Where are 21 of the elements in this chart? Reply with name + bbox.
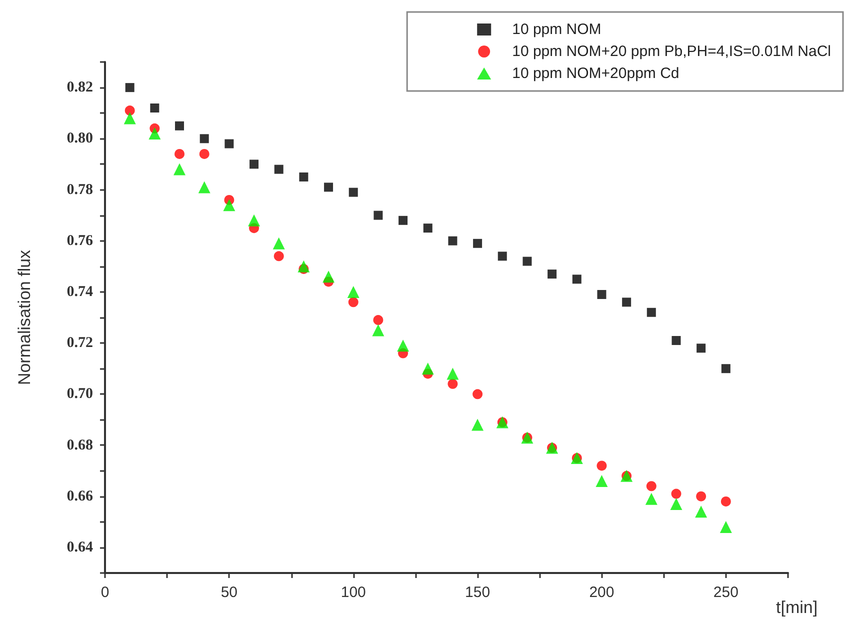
x-tick-label: 100 <box>340 584 366 601</box>
x-tick-label: 150 <box>465 584 490 601</box>
x-tick-label: 200 <box>589 584 614 601</box>
y-tick-label: 0.72 <box>66 335 93 352</box>
x-tick-label: 250 <box>713 584 738 601</box>
y-tick-label: 0.64 <box>66 539 94 556</box>
y-tick-label: 0.70 <box>66 386 93 402</box>
y-tick-label: 0.80 <box>66 130 93 147</box>
y-tick-label: 0.68 <box>66 437 93 454</box>
y-tick-label: 0.78 <box>66 182 93 198</box>
x-tick-label: 50 <box>220 584 238 601</box>
y-tick-label: 0.76 <box>66 232 94 249</box>
y-tick-label: 0.74 <box>66 284 94 300</box>
y-tick-label: 0.66 <box>66 488 94 504</box>
x-axis-title: t[min] <box>776 598 818 617</box>
legend-label: 10 ppm NOM <box>512 21 602 38</box>
y-axis-title: Normalisation flux <box>15 249 34 386</box>
y-tick-label: 0.82 <box>66 80 93 96</box>
legend-label: 10 ppm NOM+20 ppm Pb,PH=4,IS=0.01M NaCl <box>512 43 831 60</box>
legend-label: 10 ppm NOM+20ppm Cd <box>512 65 680 82</box>
x-tick-label: 0 <box>100 584 110 601</box>
